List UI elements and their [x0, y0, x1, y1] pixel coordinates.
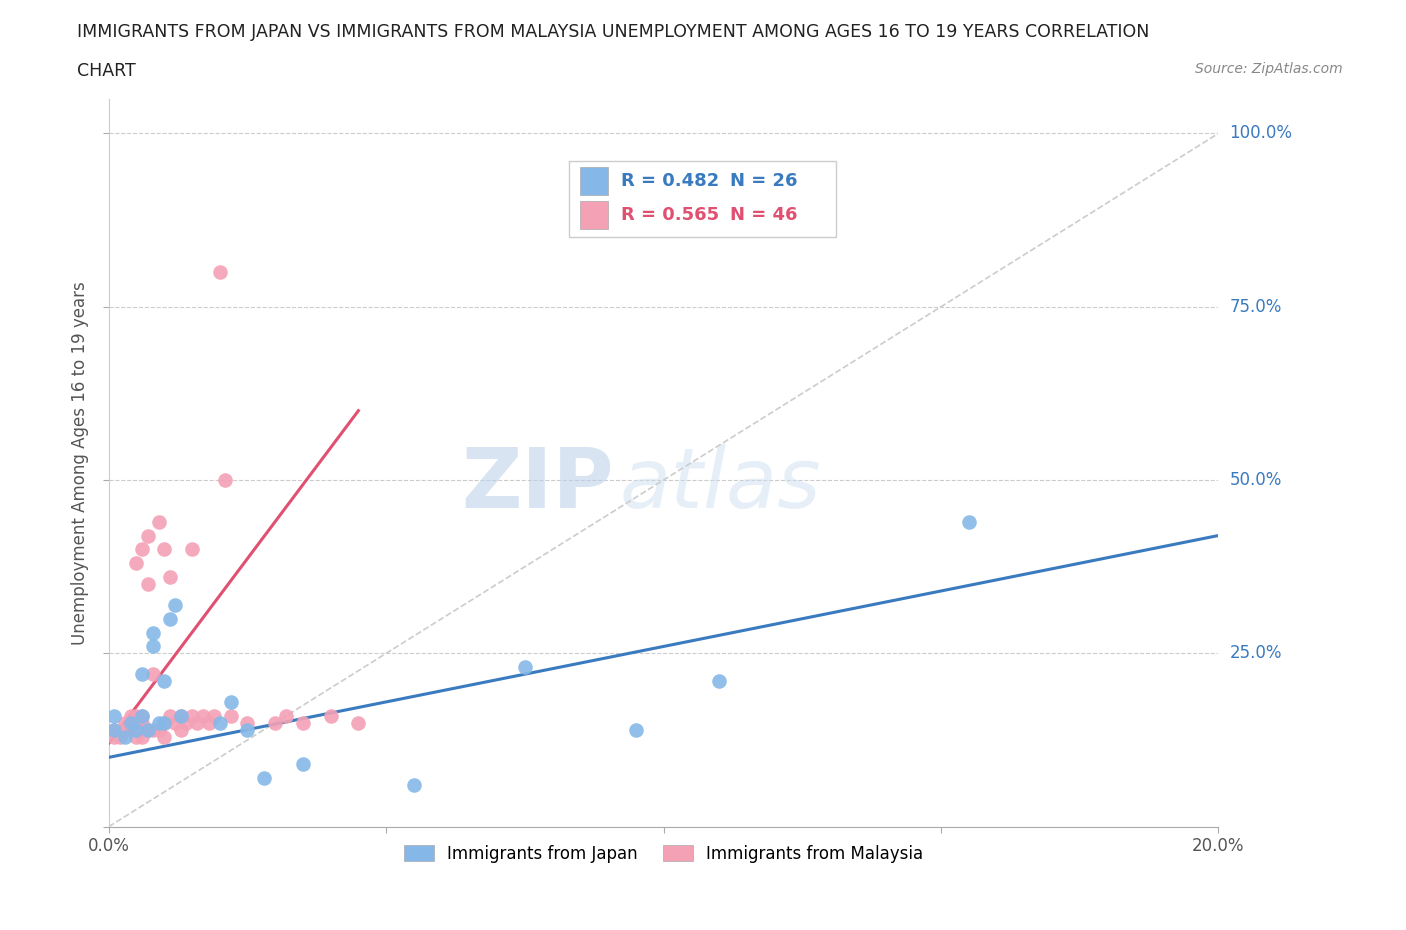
FancyBboxPatch shape — [569, 161, 835, 237]
Point — [202, 709, 225, 724]
Point — [120, 709, 142, 724]
Point — [180, 542, 202, 557]
Point — [131, 709, 153, 724]
Legend: Immigrants from Japan, Immigrants from Malaysia: Immigrants from Japan, Immigrants from M… — [398, 838, 929, 870]
Point — [197, 715, 219, 730]
Point — [208, 715, 231, 730]
Point — [319, 709, 342, 724]
Point — [153, 715, 176, 730]
Point — [114, 723, 136, 737]
Text: 75.0%: 75.0% — [1230, 298, 1282, 315]
Point — [103, 729, 125, 744]
Text: atlas: atlas — [619, 444, 821, 525]
Point — [957, 514, 980, 529]
Point — [142, 639, 165, 654]
Point — [131, 667, 153, 682]
Point — [131, 715, 153, 730]
Point — [142, 667, 165, 682]
Point — [153, 715, 176, 730]
Point — [180, 709, 202, 724]
Point — [170, 709, 193, 724]
Point — [159, 611, 181, 626]
Point — [264, 715, 287, 730]
Point — [103, 723, 125, 737]
Point — [142, 723, 165, 737]
Point — [165, 597, 187, 612]
Text: N = 26: N = 26 — [730, 172, 797, 190]
Text: ZIP: ZIP — [461, 444, 613, 525]
Point — [191, 709, 214, 724]
Point — [219, 709, 242, 724]
Point — [136, 577, 159, 591]
Point — [125, 729, 148, 744]
Point — [125, 709, 148, 724]
Point — [170, 723, 193, 737]
Point — [120, 723, 142, 737]
Point — [136, 723, 159, 737]
Point — [214, 472, 236, 487]
Text: Source: ZipAtlas.com: Source: ZipAtlas.com — [1195, 62, 1343, 76]
Point — [125, 556, 148, 571]
Point — [159, 570, 181, 585]
Point — [624, 723, 647, 737]
Point — [253, 771, 276, 786]
Point — [153, 673, 176, 688]
Point — [120, 715, 142, 730]
Point — [103, 709, 125, 724]
Point — [291, 715, 314, 730]
Text: 25.0%: 25.0% — [1230, 644, 1282, 662]
Point — [236, 715, 259, 730]
Point — [402, 777, 425, 792]
Text: 50.0%: 50.0% — [1230, 471, 1282, 489]
Point — [142, 625, 165, 640]
Text: 100.0%: 100.0% — [1230, 125, 1292, 142]
Point — [153, 729, 176, 744]
Point — [125, 723, 148, 737]
Point — [148, 715, 170, 730]
Point — [114, 715, 136, 730]
Point — [159, 709, 181, 724]
FancyBboxPatch shape — [581, 202, 607, 229]
Point — [108, 729, 131, 744]
FancyBboxPatch shape — [581, 167, 607, 194]
Point — [276, 709, 298, 724]
Text: CHART: CHART — [77, 62, 136, 80]
Point — [291, 757, 314, 772]
Point — [131, 729, 153, 744]
Point — [125, 715, 148, 730]
Point — [176, 715, 198, 730]
Point — [103, 723, 125, 737]
Point — [707, 673, 730, 688]
Text: IMMIGRANTS FROM JAPAN VS IMMIGRANTS FROM MALAYSIA UNEMPLOYMENT AMONG AGES 16 TO : IMMIGRANTS FROM JAPAN VS IMMIGRANTS FROM… — [77, 23, 1150, 41]
Y-axis label: Unemployment Among Ages 16 to 19 years: Unemployment Among Ages 16 to 19 years — [72, 281, 89, 644]
Point — [136, 723, 159, 737]
Point — [170, 709, 193, 724]
Point — [148, 514, 170, 529]
Point — [136, 528, 159, 543]
Point — [513, 659, 536, 674]
Point — [236, 723, 259, 737]
Text: R = 0.482: R = 0.482 — [621, 172, 720, 190]
Point — [219, 695, 242, 710]
Text: R = 0.565: R = 0.565 — [621, 206, 720, 224]
Point — [153, 542, 176, 557]
Point — [347, 715, 370, 730]
Point — [114, 729, 136, 744]
Point — [148, 723, 170, 737]
Point — [186, 715, 208, 730]
Text: N = 46: N = 46 — [730, 206, 797, 224]
Point — [131, 709, 153, 724]
Point — [165, 715, 187, 730]
Point — [208, 265, 231, 280]
Point — [131, 542, 153, 557]
